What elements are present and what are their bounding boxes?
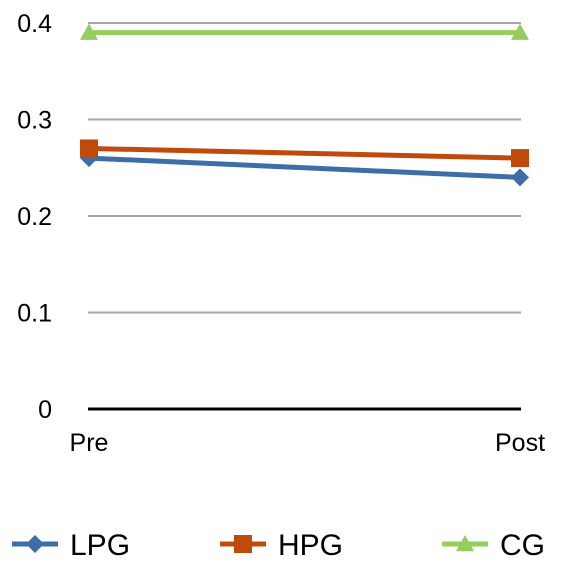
gridlines xyxy=(88,22,521,314)
series-hpg xyxy=(80,139,529,168)
y-tick-label: 0.4 xyxy=(17,10,52,38)
square-marker xyxy=(234,535,252,553)
legend-label: HPG xyxy=(278,529,343,562)
series-cg xyxy=(80,23,529,40)
square-marker xyxy=(80,139,98,158)
legend-label: CG xyxy=(500,529,545,562)
x-tick-label: Post xyxy=(495,429,545,457)
y-tick-label: 0.2 xyxy=(17,203,52,231)
legend-item-hpg: HPG xyxy=(220,529,343,562)
triangle-marker xyxy=(511,23,529,40)
legend-label: LPG xyxy=(70,529,130,562)
square-marker xyxy=(511,149,529,168)
legend-item-cg: CG xyxy=(442,529,545,562)
diamond-marker xyxy=(26,535,44,553)
triangle-marker xyxy=(80,23,98,40)
y-tick-label: 0.1 xyxy=(17,300,52,328)
series-group xyxy=(80,23,529,187)
y-tick-label: 0 xyxy=(38,396,52,424)
legend-item-lpg: LPG xyxy=(12,529,130,562)
series-line xyxy=(88,155,521,180)
x-tick-label: Pre xyxy=(70,429,109,457)
series-line xyxy=(88,145,521,161)
triangle-marker xyxy=(456,535,474,552)
axes: 0 0.1 0.2 0.3 0.4 Pre Post xyxy=(17,10,545,457)
legend: LPG HPG CG xyxy=(12,529,545,562)
diamond-marker xyxy=(511,168,529,187)
y-tick-label: 0.3 xyxy=(17,107,52,135)
